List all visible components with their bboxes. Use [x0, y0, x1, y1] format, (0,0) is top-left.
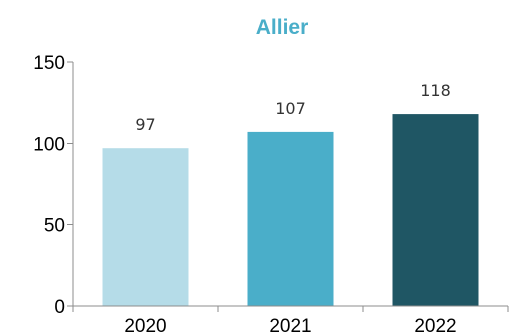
- bar-2020: [102, 148, 189, 306]
- axes-layer: [67, 61, 509, 312]
- chart-title: Allier: [256, 16, 309, 39]
- labels-layer: 97 2020 107 2021 118 2022 0 50 100 150: [33, 53, 456, 336]
- bar-2022: [392, 114, 479, 306]
- data-label-2020: 97: [135, 115, 155, 134]
- x-tick-label-2020: 2020: [124, 316, 166, 336]
- y-tick-label-150: 150: [33, 53, 65, 74]
- data-label-2022: 118: [420, 81, 451, 100]
- bars-layer: [102, 114, 479, 306]
- y-tick-label-100: 100: [33, 134, 65, 155]
- y-tick-label-50: 50: [44, 216, 65, 237]
- y-tick-label-0: 0: [54, 297, 65, 318]
- x-tick-label-2021: 2021: [269, 316, 311, 336]
- x-tick-label-2022: 2022: [414, 316, 456, 336]
- data-label-2021: 107: [275, 99, 306, 118]
- bar-2021: [247, 131, 334, 306]
